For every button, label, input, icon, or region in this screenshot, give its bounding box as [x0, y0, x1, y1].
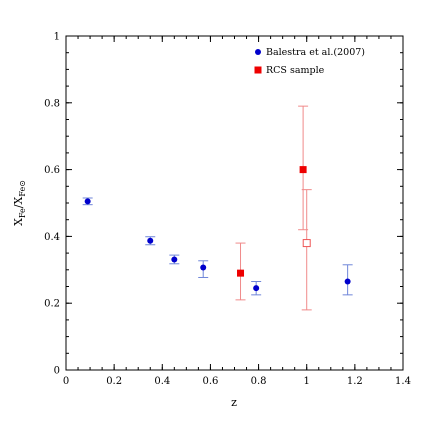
- balestra-point: [253, 285, 260, 292]
- x-tick-label: 1.2: [347, 376, 363, 387]
- x-tick-label: 0.6: [202, 376, 218, 387]
- rcs-open-point: [302, 239, 311, 248]
- y-tick-label: 0.6: [44, 165, 60, 176]
- svg-text:XFe/XFe⊙: XFe/XFe⊙: [12, 180, 27, 226]
- legend-marker-rcs: [254, 66, 262, 74]
- x-tick-label: 1.4: [395, 376, 411, 387]
- y-axis-label-sep: /X: [12, 196, 25, 208]
- data-marks: [82, 105, 353, 311]
- legend-label-rcs: RCS sample: [266, 65, 325, 76]
- balestra-point: [344, 278, 351, 285]
- x-axis-label: z: [231, 396, 237, 409]
- x-tick-label: 0: [63, 376, 69, 387]
- balestra-point: [147, 237, 154, 244]
- axis-ticks: [65, 35, 404, 371]
- legend-marker-balestra: [255, 49, 261, 55]
- tick-labels: 0 0.2 0.4 0.6 0.8 1 1.2 1.4 0 0.2 0.4 0.6 0.8 1: [44, 32, 411, 388]
- y-axis-label-main: X: [12, 218, 25, 226]
- x-tick-label: 1: [304, 376, 310, 387]
- balestra-point: [171, 256, 178, 263]
- rcs-point: [299, 166, 307, 174]
- y-axis-label: XFe/XFe⊙: [12, 180, 27, 226]
- legend-label-balestra: Balestra et al.(2007): [266, 47, 365, 58]
- plot-frame: [65, 35, 404, 371]
- y-tick-label: 0.8: [44, 98, 60, 109]
- balestra-point: [84, 198, 91, 205]
- y-tick-label: 0.4: [44, 232, 60, 243]
- x-tick-label: 0.2: [106, 376, 122, 387]
- balestra-point: [200, 264, 207, 271]
- y-tick-label: 0: [54, 366, 60, 377]
- x-tick-label: 0.4: [154, 376, 170, 387]
- legend: Balestra et al.(2007) RCS sample: [254, 47, 365, 76]
- y-tick-label: 0.2: [44, 299, 60, 310]
- y-tick-label: 1: [54, 32, 60, 43]
- rcs-point: [237, 269, 245, 277]
- y-axis-label-sub1: Fe: [18, 208, 27, 218]
- y-axis-label-sub2: Fe⊙: [18, 180, 27, 197]
- x-tick-label: 0.8: [251, 376, 267, 387]
